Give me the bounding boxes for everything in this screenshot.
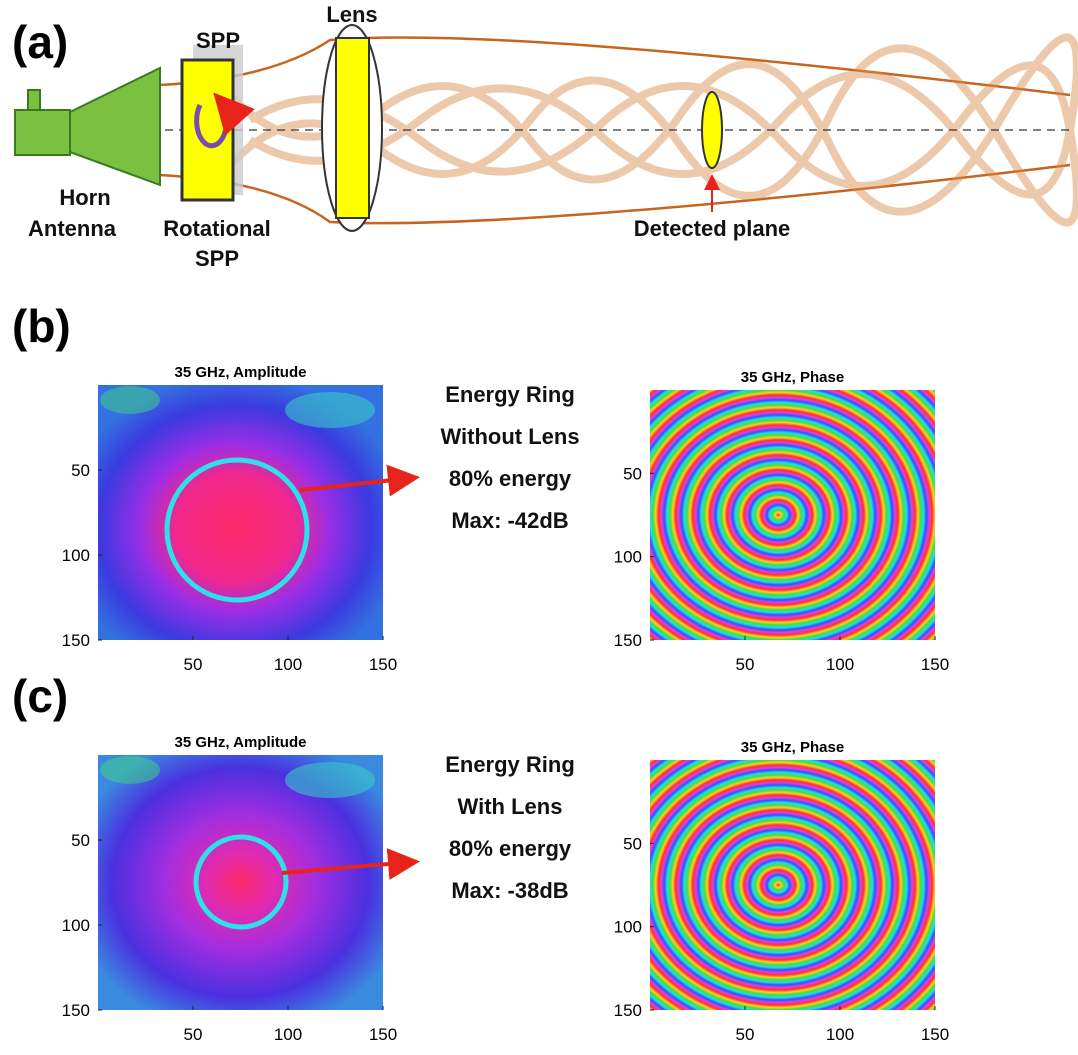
label: Lens bbox=[326, 2, 377, 27]
noise bbox=[100, 386, 160, 414]
y-tick-label: 150 bbox=[614, 1001, 642, 1020]
figure: (a) SPP Lens Horn Antenna Rotational SPP… bbox=[0, 0, 1078, 1055]
annotation: 80% energy bbox=[449, 836, 572, 861]
annotation: Max: -38dB bbox=[451, 878, 568, 903]
x-tick-label: 100 bbox=[274, 655, 302, 674]
plot-title: 35 GHz, Phase bbox=[741, 369, 844, 386]
y-tick-label: 50 bbox=[623, 834, 642, 853]
detected-plane bbox=[702, 92, 722, 168]
annotation: Energy Ring bbox=[445, 752, 575, 777]
plot-title: 35 GHz, Amplitude bbox=[175, 364, 307, 381]
annotation: 80% energy bbox=[449, 466, 572, 491]
x-tick-label: 150 bbox=[369, 655, 397, 674]
x-tick-label: 100 bbox=[826, 655, 854, 674]
x-tick-label: 100 bbox=[826, 1025, 854, 1044]
y-tick-label: 100 bbox=[614, 548, 642, 567]
y-tick-label: 50 bbox=[71, 831, 90, 850]
panel-label: (c) bbox=[12, 670, 68, 722]
x-tick-label: 50 bbox=[184, 655, 203, 674]
heatmap bbox=[650, 390, 935, 640]
x-tick-label: 150 bbox=[921, 1025, 949, 1044]
annotation: Max: -42dB bbox=[451, 508, 568, 533]
annotation: Energy Ring bbox=[445, 382, 575, 407]
horn-antenna bbox=[15, 68, 160, 185]
heatmap bbox=[650, 760, 935, 1010]
x-tick-label: 100 bbox=[274, 1025, 302, 1044]
y-tick-label: 150 bbox=[62, 1001, 90, 1020]
y-tick-label: 100 bbox=[614, 918, 642, 937]
plot-title: 35 GHz, Amplitude bbox=[175, 734, 307, 751]
y-tick-label: 100 bbox=[62, 546, 90, 565]
label: Antenna bbox=[28, 216, 117, 241]
label: SPP bbox=[195, 246, 239, 271]
label: Rotational bbox=[163, 216, 271, 241]
x-tick-label: 50 bbox=[736, 655, 755, 674]
x-tick-label: 50 bbox=[184, 1025, 203, 1044]
label: Horn bbox=[59, 185, 110, 210]
y-tick-label: 150 bbox=[614, 631, 642, 650]
x-tick-label: 150 bbox=[369, 1025, 397, 1044]
label: SPP bbox=[196, 28, 240, 53]
y-tick-label: 150 bbox=[62, 631, 90, 650]
lens-core bbox=[336, 38, 369, 218]
label: Detected plane bbox=[634, 216, 791, 241]
panel-label: (a) bbox=[12, 16, 68, 68]
noise bbox=[285, 392, 375, 428]
x-tick-label: 50 bbox=[736, 1025, 755, 1044]
annotation: Without Lens bbox=[440, 424, 579, 449]
noise bbox=[285, 762, 375, 798]
annotation: With Lens bbox=[458, 794, 563, 819]
y-tick-label: 100 bbox=[62, 916, 90, 935]
y-tick-label: 50 bbox=[623, 464, 642, 483]
x-tick-label: 150 bbox=[921, 655, 949, 674]
y-tick-label: 50 bbox=[71, 461, 90, 480]
noise bbox=[100, 756, 160, 784]
plot-title: 35 GHz, Phase bbox=[741, 739, 844, 756]
panel-label: (b) bbox=[12, 300, 71, 352]
